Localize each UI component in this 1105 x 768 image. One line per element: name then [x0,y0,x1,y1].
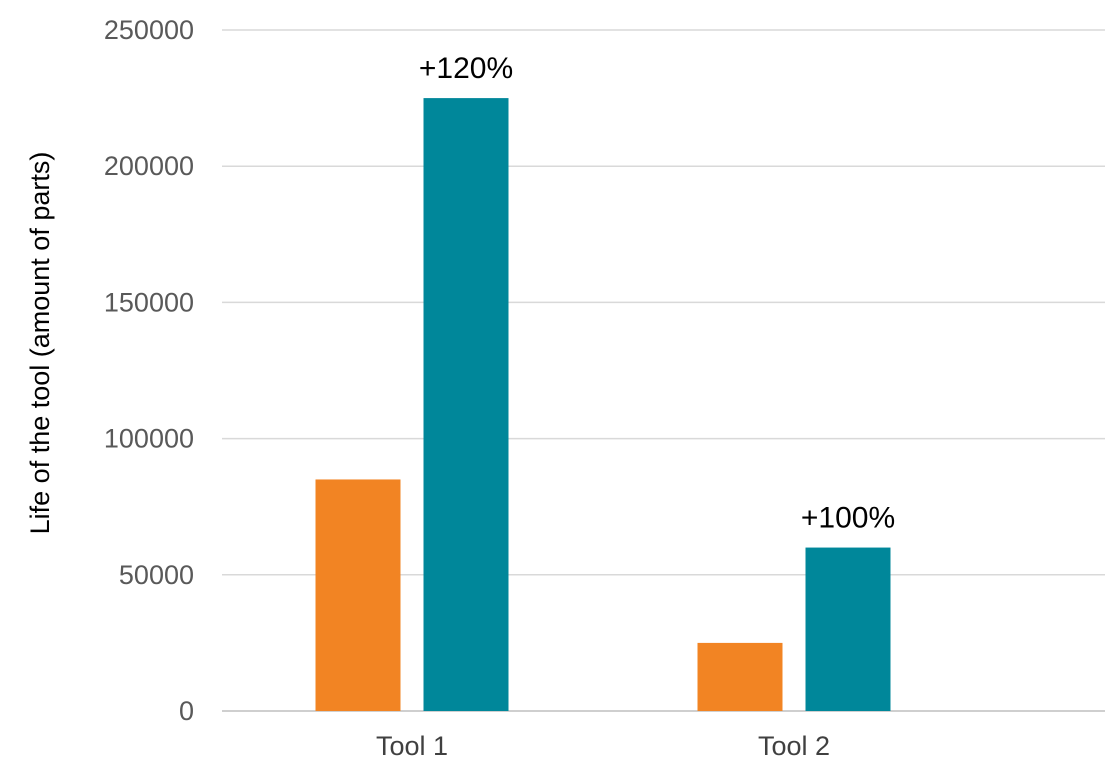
x-tick-label: Tool 2 [758,731,830,761]
y-tick-label: 150000 [104,287,194,317]
bar-series-2-tool-2 [805,547,891,711]
y-tick-label: 250000 [104,15,194,45]
bar-series-2-tool-1 [423,98,509,712]
y-tick-label: 50000 [119,560,194,590]
annotations: +120% +100% [419,52,895,534]
bars [315,98,891,712]
x-axis-ticks: Tool 1 Tool 2 [376,731,830,761]
y-tick-label: 0 [179,696,194,726]
bar-series-1-tool-2 [697,642,783,711]
y-tick-label: 200000 [104,151,194,181]
bar-series-1-tool-1 [315,479,401,711]
y-tick-label: 100000 [104,424,194,454]
y-axis-label: Life of the tool (amount of parts) [25,152,55,535]
y-axis-ticks: 0 50000 100000 150000 200000 250000 [104,15,194,726]
x-tick-label: Tool 1 [376,731,448,761]
data-annotation: +100% [801,502,895,535]
data-annotation: +120% [419,52,513,85]
